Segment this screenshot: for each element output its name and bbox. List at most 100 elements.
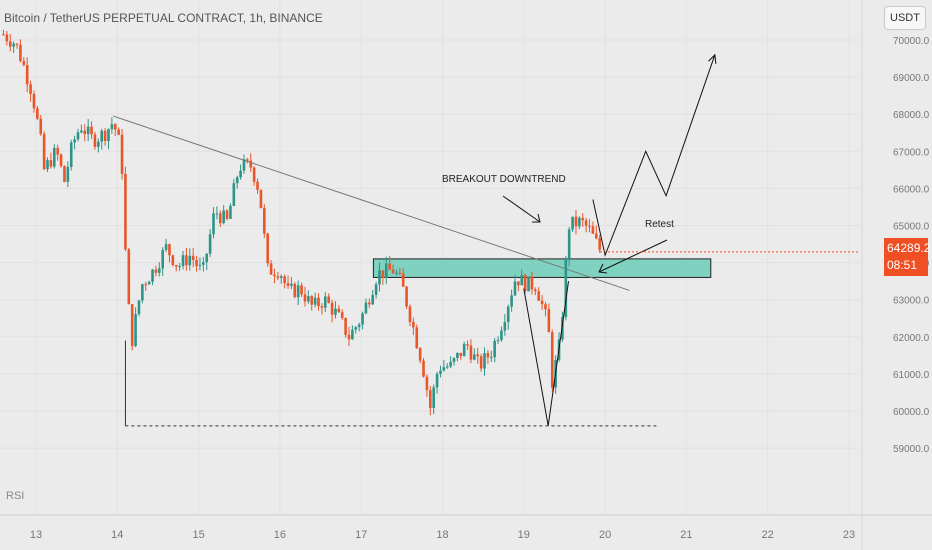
candle-body	[239, 170, 242, 178]
candle-body	[489, 357, 493, 359]
candle-body	[12, 43, 15, 47]
downtrend-line	[113, 115, 630, 291]
candle-body	[398, 272, 402, 274]
candle-body	[527, 276, 530, 292]
candle-body	[564, 258, 568, 318]
candle-body	[540, 300, 544, 305]
projection-line	[592, 54, 716, 257]
candle-body	[158, 268, 161, 273]
candle-body	[591, 226, 595, 234]
candle-body	[252, 167, 256, 182]
time-tick-label: 18	[436, 529, 448, 541]
candle-body	[151, 269, 154, 282]
time-tick-label: 17	[355, 529, 367, 541]
candle-body	[283, 276, 286, 284]
candle-body	[107, 129, 110, 141]
candle-body	[544, 304, 547, 310]
candle-body	[141, 284, 144, 301]
candle-body	[588, 225, 591, 227]
price-tick-label: 62000.0	[893, 333, 930, 344]
price-tick-label: 63000.0	[893, 296, 930, 307]
price-tick-label: 65000.0	[893, 222, 930, 233]
candle-body	[137, 300, 141, 315]
time-tick-label: 23	[843, 529, 855, 541]
candle-body	[134, 314, 137, 346]
candle-body	[429, 390, 432, 408]
candle-body	[530, 276, 534, 290]
candle-body	[466, 344, 469, 346]
candle-body	[395, 272, 398, 274]
candle-body	[269, 263, 273, 275]
candle-body	[185, 255, 188, 266]
candle-body	[442, 367, 446, 371]
candle-body	[340, 312, 344, 318]
candle-body	[276, 276, 280, 278]
candle-body	[263, 207, 266, 234]
candle-body	[320, 306, 324, 308]
candle-body	[317, 297, 320, 307]
price-tick-label: 60000.0	[893, 407, 930, 418]
candle-body	[188, 255, 192, 266]
candle-body	[571, 216, 574, 230]
candle-body	[415, 327, 419, 349]
candle-body	[46, 160, 49, 170]
candle-body	[39, 118, 43, 134]
candle-body	[32, 93, 36, 109]
candle-body	[418, 348, 422, 361]
candle-body	[5, 34, 9, 42]
candle-body	[117, 129, 120, 135]
candle-body	[347, 334, 351, 340]
candle-body	[493, 340, 496, 358]
candle-body	[310, 296, 314, 305]
candle-body	[290, 283, 293, 286]
candle-body	[22, 61, 26, 65]
candle-body	[344, 317, 347, 335]
candle-body	[598, 238, 601, 250]
candle-body	[517, 281, 520, 286]
candle-body	[144, 284, 148, 286]
candle-body	[113, 124, 117, 130]
projection-path	[592, 53, 717, 257]
candle-body	[384, 263, 388, 279]
candle-body	[510, 295, 513, 307]
currency-button[interactable]: USDT	[884, 6, 926, 30]
candle-body	[486, 353, 490, 358]
price-tick-label: 66000.0	[893, 184, 930, 195]
candle-body	[218, 213, 222, 224]
candle-body	[279, 276, 283, 278]
candle-body	[232, 183, 236, 206]
candle-body	[222, 210, 225, 224]
candle-body	[147, 281, 151, 285]
candle-body	[208, 234, 212, 254]
candle-body	[334, 308, 337, 315]
candle-body	[364, 302, 368, 314]
price-tick-label: 59000.0	[893, 444, 930, 455]
candle-body	[445, 366, 449, 368]
retest-arrow-line	[598, 239, 668, 273]
candle-body	[90, 126, 93, 135]
candle-body	[303, 294, 307, 302]
candle-body	[300, 285, 303, 295]
candle-body	[25, 64, 29, 85]
candle-body	[171, 255, 175, 266]
candle-body	[124, 173, 127, 250]
breakout-annotation: BREAKOUT DOWNTREND	[442, 174, 566, 185]
candle-body	[578, 217, 581, 227]
candle-body	[49, 160, 53, 167]
candle-body	[323, 296, 327, 308]
time-tick-label: 22	[762, 529, 774, 541]
candle-body	[178, 266, 181, 268]
bar-countdown: 08:51	[887, 258, 918, 272]
candle-body	[212, 213, 215, 235]
candle-body	[56, 147, 59, 155]
candle-body	[191, 255, 195, 260]
candle-body	[473, 354, 476, 360]
candle-body	[86, 126, 90, 135]
candle-body	[242, 159, 246, 171]
candle-body	[103, 130, 107, 141]
candle-body	[381, 270, 385, 279]
candle-body	[73, 139, 76, 143]
candle-body	[8, 41, 12, 47]
